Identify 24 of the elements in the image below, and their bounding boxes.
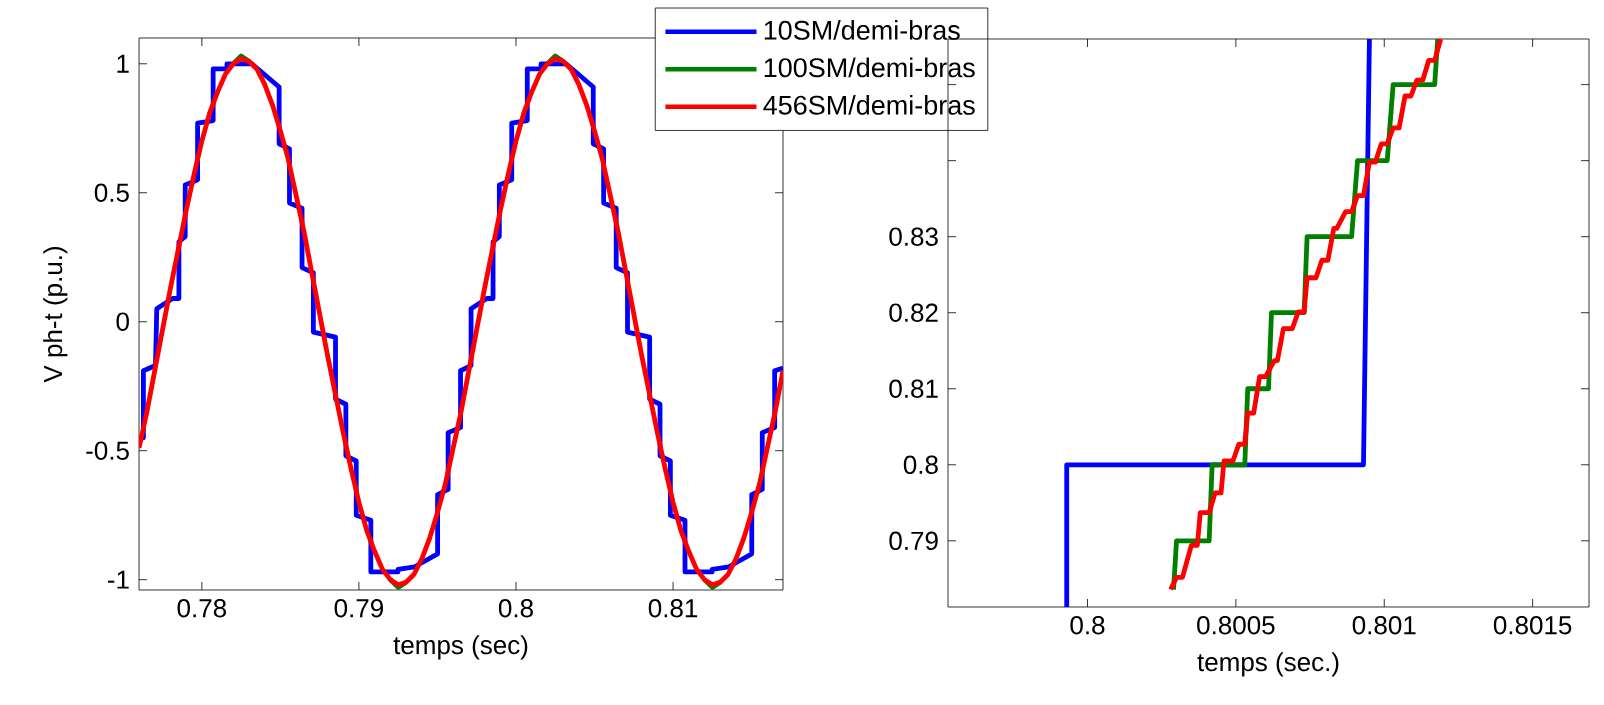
y-tick-label: 1 bbox=[117, 54, 129, 73]
x-axis-title: temps (sec.) bbox=[1197, 652, 1339, 677]
x-tick-label: 0.8005 bbox=[1197, 616, 1275, 635]
y-tick-label: 0.8 bbox=[903, 455, 938, 474]
y-tick-label: 0.82 bbox=[889, 303, 938, 322]
x-tick-label: 0.8 bbox=[1070, 616, 1105, 635]
y-tick-label: 0.5 bbox=[94, 183, 129, 202]
y-tick-label: -0.5 bbox=[86, 441, 129, 460]
y-axis-title: V ph-t (p.u.) bbox=[43, 246, 68, 383]
y-tick-label: 0.83 bbox=[889, 227, 938, 246]
y-tick-label: 0.79 bbox=[889, 531, 938, 551]
legend-label: 100SM/demi-bras bbox=[764, 57, 975, 78]
x-tick-label: 0.78 bbox=[177, 599, 227, 618]
x-tick-label: 0.801 bbox=[1352, 616, 1416, 635]
legend-label: 456SM/demi-bras bbox=[763, 94, 975, 115]
y-tick-label: 0.81 bbox=[889, 379, 938, 398]
legend-label: 10SM/demi-bras bbox=[764, 20, 960, 40]
x-tick-label: 0.79 bbox=[334, 599, 383, 618]
x-tick-label: 0.8015 bbox=[1493, 616, 1572, 635]
y-tick-label: 0 bbox=[116, 312, 129, 331]
x-axis-title: temps (sec) bbox=[393, 635, 528, 660]
x-tick-label: 0.8 bbox=[498, 599, 533, 618]
y-tick-label: -1 bbox=[107, 570, 129, 589]
x-tick-label: 0.81 bbox=[648, 599, 698, 618]
